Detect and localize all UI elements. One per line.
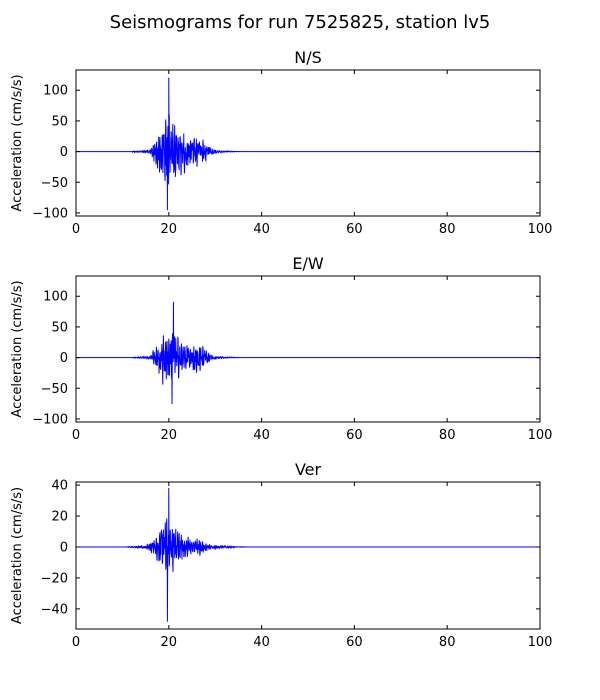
x-tick-label: 60 (346, 222, 363, 237)
x-tick-label: 100 (528, 635, 553, 650)
panel-title: Ver (295, 460, 322, 479)
x-tick-label: 20 (161, 635, 178, 650)
x-tick-label: 80 (439, 635, 456, 650)
y-tick-label: −100 (32, 206, 68, 221)
x-tick-label: 60 (346, 428, 363, 443)
seismogram-trace (76, 487, 540, 622)
figure-title: Seismograms for run 7525825, station lv5 (110, 12, 491, 33)
y-tick-label: −100 (32, 412, 68, 427)
y-axis-label: Acceleration (cm/s/s) (10, 74, 25, 211)
y-tick-label: 0 (60, 145, 68, 160)
x-tick-label: 80 (439, 428, 456, 443)
x-tick-label: 0 (72, 222, 80, 237)
y-tick-label: 50 (51, 114, 68, 129)
axes-frame (75, 69, 541, 217)
y-tick-label: 40 (51, 479, 68, 494)
panel-e-w: E/W Acceleration (cm/s/s) 0 20 40 60 80 100 −100… (10, 254, 552, 443)
y-tick-label: −20 (41, 571, 68, 586)
x-tick-label: 0 (72, 635, 80, 650)
y-tick-label: −50 (41, 382, 68, 397)
x-tick-label: 40 (253, 635, 270, 650)
y-axis-label: Acceleration (cm/s/s) (10, 280, 25, 417)
axes-frame (75, 275, 541, 423)
x-tick-label: 60 (346, 635, 363, 650)
y-tick-label: 100 (43, 84, 68, 99)
panel-title: N/S (294, 48, 322, 67)
y-tick-label: 100 (43, 290, 68, 305)
y-tick-label: 0 (60, 540, 68, 555)
y-axis-label: Acceleration (cm/s/s) (10, 487, 25, 624)
x-tick-label: 80 (439, 222, 456, 237)
seismogram-trace (76, 301, 540, 405)
x-tick-label: 100 (528, 222, 553, 237)
y-tick-label: 50 (51, 320, 68, 335)
y-tick-label: 20 (51, 510, 68, 525)
x-tick-label: 0 (72, 428, 80, 443)
y-tick-label: −40 (41, 602, 68, 617)
y-tick-label: 0 (60, 351, 68, 366)
x-tick-label: 20 (161, 428, 178, 443)
seismogram-trace (76, 77, 540, 211)
panel-n-s: N/S Acceleration (cm/s/s) 0 20 40 60 80 100 −100… (10, 48, 552, 237)
x-tick-label: 20 (161, 222, 178, 237)
x-tick-label: 100 (528, 428, 553, 443)
axes-frame (75, 481, 541, 630)
x-tick-label: 40 (253, 428, 270, 443)
x-tick-label: 40 (253, 222, 270, 237)
panel-title: E/W (292, 254, 324, 273)
panel-ver: Ver Acceleration (cm/s/s) 0 20 40 60 80 100 −40 −… (10, 460, 552, 650)
y-tick-label: −50 (41, 176, 68, 191)
